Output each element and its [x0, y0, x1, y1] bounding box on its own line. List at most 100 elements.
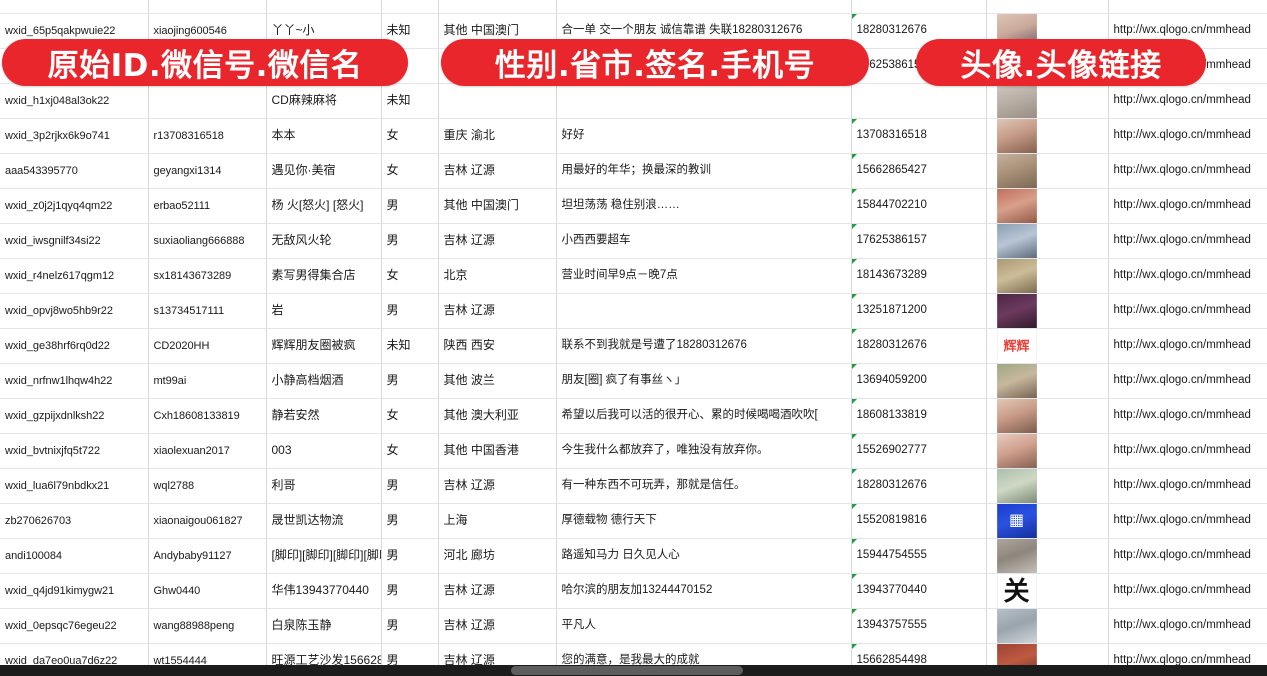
- cell-signature[interactable]: 有一种东西不可玩弄，那就是信任。: [556, 468, 852, 504]
- cell-signature[interactable]: 今生我什么都放弃了，唯独没有放弃你。: [556, 433, 852, 469]
- cell-province_city[interactable]: 其他 中国香港: [438, 433, 557, 469]
- cell-original_id[interactable]: wxid_ge38hrf6rq0d22: [0, 328, 149, 364]
- cell-wechat_name[interactable]: 辉辉朋友圈被疯: [266, 328, 382, 364]
- cell-gender[interactable]: 未知: [381, 328, 439, 364]
- cell-avatar_link[interactable]: http://wx.qlogo.cn/mmhead: [1108, 293, 1267, 329]
- cell-wechat_id[interactable]: suxiaoliang666888: [148, 223, 267, 259]
- cell-phone[interactable]: 13694059200: [851, 363, 987, 399]
- table-row[interactable]: wxid_iwsgnilf34si22 suxiaoliang666888 无敌风火…: [0, 223, 1267, 259]
- cell-avatar[interactable]: [986, 258, 1109, 294]
- cell-gender[interactable]: [381, 0, 439, 14]
- cell-wechat_name[interactable]: 晟世凯达物流: [266, 503, 382, 539]
- cell-phone[interactable]: 15844702210: [851, 188, 987, 224]
- cell-avatar_link[interactable]: http://wx.qlogo.cn/mmhead: [1108, 83, 1267, 119]
- cell-avatar[interactable]: [986, 153, 1109, 189]
- cell-signature[interactable]: 好好: [556, 118, 852, 154]
- cell-gender[interactable]: 男: [381, 608, 439, 644]
- cell-signature[interactable]: [556, 83, 852, 119]
- cell-gender[interactable]: 女: [381, 258, 439, 294]
- table-row[interactable]: wxid_lua6l79nbdkx21 wql2788 利哥男吉林 辽源 有一种东西不…: [0, 468, 1267, 504]
- cell-province_city[interactable]: 吉林 辽源: [438, 293, 557, 329]
- table-row[interactable]: wxid_ge38hrf6rq0d22 CD2020HH 辉辉朋友圈被疯 未知 陕西 西…: [0, 328, 1267, 364]
- cell-avatar[interactable]: [986, 293, 1109, 329]
- cell-phone[interactable]: 15520819816: [851, 503, 987, 539]
- cell-avatar[interactable]: [986, 398, 1109, 434]
- cell-wechat_name[interactable]: 岩: [266, 293, 382, 329]
- cell-avatar_link[interactable]: http://wx.qlogo.cn/mmhead: [1108, 258, 1267, 294]
- cell-gender[interactable]: 男: [381, 503, 439, 539]
- cell-wechat_id[interactable]: [148, 83, 267, 119]
- cell-province_city[interactable]: 河北 廊坊: [438, 538, 557, 574]
- cell-wechat_id[interactable]: Cxh18608133819: [148, 398, 267, 434]
- cell-gender[interactable]: 男: [381, 573, 439, 609]
- cell-avatar[interactable]: [986, 468, 1109, 504]
- horizontal-scrollbar[interactable]: [0, 665, 1267, 676]
- cell-wechat_name[interactable]: [脚印][脚印][脚印][脚印: [266, 538, 382, 574]
- cell-avatar_link[interactable]: http://wx.qlogo.cn/mmhead: [1108, 223, 1267, 259]
- table-row[interactable]: wxid_h1xj048al3ok22 CD麻辣麻将 未知 http://wx.qlo…: [0, 83, 1267, 119]
- table-row[interactable]: wxid_opvj8wo5hb9r22 s13734517111 岩男吉林 辽源 13…: [0, 293, 1267, 329]
- cell-wechat_id[interactable]: wang88988peng: [148, 608, 267, 644]
- cell-phone[interactable]: 15526902777: [851, 433, 987, 469]
- cell-original_id[interactable]: wxid_h1xj048al3ok22: [0, 83, 149, 119]
- cell-avatar[interactable]: ▦: [986, 503, 1109, 539]
- cell-avatar_link[interactable]: http://wx.qlogo.cn/mmhead: [1108, 328, 1267, 364]
- cell-gender[interactable]: 男: [381, 363, 439, 399]
- cell-signature[interactable]: 联系不到我就是号遭了18280312676: [556, 328, 852, 364]
- cell-phone[interactable]: 18280312676: [851, 468, 987, 504]
- cell-wechat_name[interactable]: 本本: [266, 118, 382, 154]
- cell-wechat_id[interactable]: wql2788: [148, 468, 267, 504]
- cell-avatar_link[interactable]: [1108, 0, 1267, 14]
- cell-original_id[interactable]: wxid_gzpijxdnlksh22: [0, 398, 149, 434]
- cell-original_id[interactable]: wxid_nrfnw1lhqw4h22: [0, 363, 149, 399]
- cell-wechat_name[interactable]: 白泉陈玉静: [266, 608, 382, 644]
- cell-original_id[interactable]: zb270626703: [0, 503, 149, 539]
- cell-wechat_name[interactable]: CD麻辣麻将: [266, 83, 382, 119]
- cell-original_id[interactable]: wxid_q4jd91kimygw21: [0, 573, 149, 609]
- cell-avatar_link[interactable]: http://wx.qlogo.cn/mmhead: [1108, 608, 1267, 644]
- cell-phone[interactable]: 13708316518: [851, 118, 987, 154]
- cell-gender[interactable]: 女: [381, 433, 439, 469]
- cell-signature[interactable]: 哈尔滨的朋友加13244470152: [556, 573, 852, 609]
- cell-avatar_link[interactable]: http://wx.qlogo.cn/mmhead: [1108, 188, 1267, 224]
- cell-province_city[interactable]: 吉林 辽源: [438, 573, 557, 609]
- cell-avatar_link[interactable]: http://wx.qlogo.cn/mmhead: [1108, 468, 1267, 504]
- cell-phone[interactable]: 15662865427: [851, 153, 987, 189]
- cell-wechat_id[interactable]: sx18143673289: [148, 258, 267, 294]
- cell-original_id[interactable]: aaa543395770: [0, 153, 149, 189]
- cell-avatar_link[interactable]: http://wx.qlogo.cn/mmhead: [1108, 363, 1267, 399]
- table-row[interactable]: wxid_z0j2j1qyq4qm22 erbao52111 杨 火[怒火] [怒火…: [0, 188, 1267, 224]
- cell-original_id[interactable]: wxid_z0j2j1qyq4qm22: [0, 188, 149, 224]
- cell-wechat_name[interactable]: 小静高档烟酒: [266, 363, 382, 399]
- cell-phone[interactable]: 13251871200: [851, 293, 987, 329]
- cell-province_city[interactable]: 吉林 辽源: [438, 223, 557, 259]
- cell-original_id[interactable]: wxid_0epsqc76egeu22: [0, 608, 149, 644]
- cell-phone[interactable]: 18608133819: [851, 398, 987, 434]
- cell-original_id[interactable]: [0, 0, 149, 14]
- cell-avatar[interactable]: [986, 188, 1109, 224]
- cell-wechat_id[interactable]: xiaonaigou061827: [148, 503, 267, 539]
- cell-original_id[interactable]: andi100084: [0, 538, 149, 574]
- cell-wechat_name[interactable]: 遇见你·美宿: [266, 153, 382, 189]
- cell-gender[interactable]: 男: [381, 293, 439, 329]
- table-row[interactable]: andi100084 Andybaby91127 [脚印][脚印][脚印][脚印男河…: [0, 538, 1267, 574]
- table-row[interactable]: wxid_gzpijxdnlksh22 Cxh18608133819 静若安然女其他…: [0, 398, 1267, 434]
- cell-phone[interactable]: 13943757555: [851, 608, 987, 644]
- cell-avatar[interactable]: [986, 433, 1109, 469]
- cell-avatar[interactable]: 关: [986, 573, 1109, 609]
- horizontal-scrollbar-thumb[interactable]: [511, 666, 743, 675]
- cell-original_id[interactable]: wxid_3p2rjkx6k9o741: [0, 118, 149, 154]
- cell-province_city[interactable]: [438, 0, 557, 14]
- cell-avatar_link[interactable]: http://wx.qlogo.cn/mmhead: [1108, 153, 1267, 189]
- cell-avatar[interactable]: [986, 538, 1109, 574]
- cell-phone[interactable]: 13943770440: [851, 573, 987, 609]
- cell-province_city[interactable]: 吉林 辽源: [438, 153, 557, 189]
- cell-avatar_link[interactable]: http://wx.qlogo.cn/mmhead: [1108, 503, 1267, 539]
- cell-original_id[interactable]: wxid_opvj8wo5hb9r22: [0, 293, 149, 329]
- cell-signature[interactable]: 朋友[圈] 疯了有事丝ヽ」: [556, 363, 852, 399]
- cell-original_id[interactable]: wxid_lua6l79nbdkx21: [0, 468, 149, 504]
- cell-wechat_id[interactable]: mt99ai: [148, 363, 267, 399]
- table-row[interactable]: wxid_nrfnw1lhqw4h22 mt99ai 小静高档烟酒男其他 波兰 朋友[…: [0, 363, 1267, 399]
- cell-province_city[interactable]: 吉林 辽源: [438, 608, 557, 644]
